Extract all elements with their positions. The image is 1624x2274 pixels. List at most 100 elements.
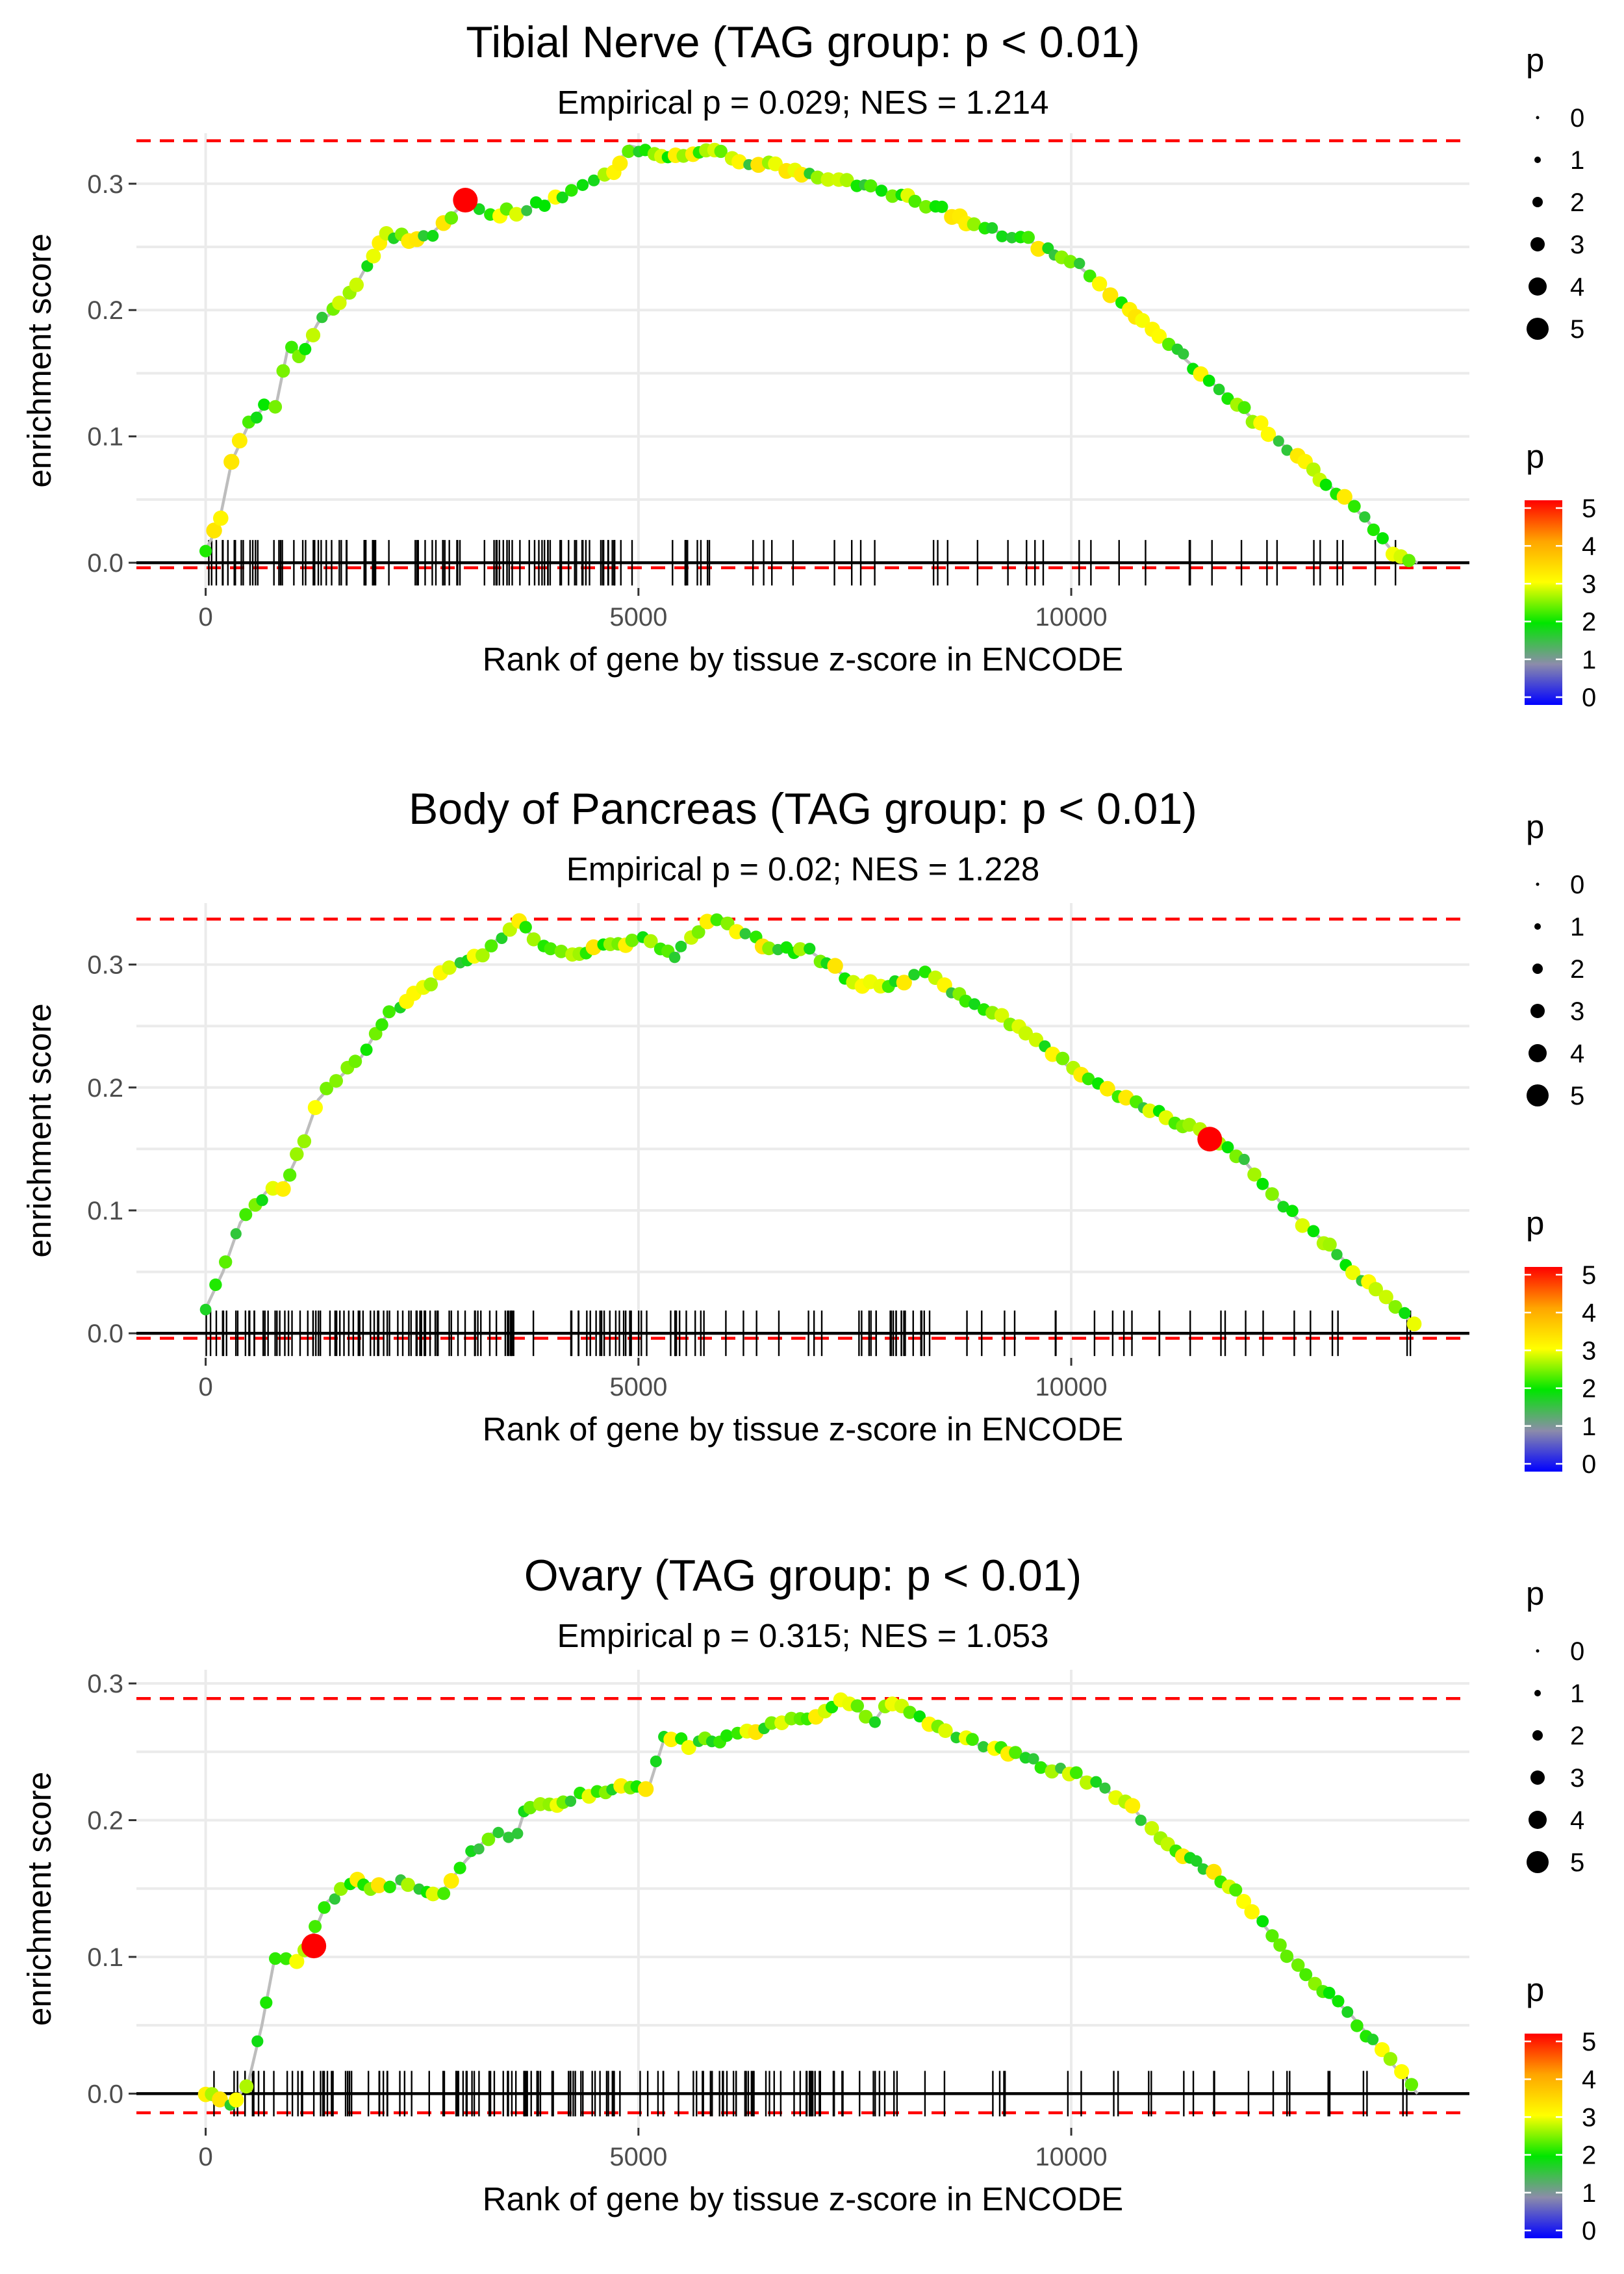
size-legend-label: 1 <box>1570 913 1584 941</box>
es-point <box>1348 500 1361 513</box>
es-point <box>297 1134 312 1149</box>
es-point <box>720 1729 733 1742</box>
es-point <box>804 943 816 955</box>
es-point <box>966 1733 979 1746</box>
size-legend-dot <box>1527 318 1549 340</box>
es-point <box>230 1228 242 1240</box>
es-point <box>1244 1904 1260 1920</box>
size-legend-label: 0 <box>1570 871 1584 899</box>
x-axis-title: Rank of gene by tissue z-score in ENCODE <box>483 2180 1123 2217</box>
es-point <box>1083 269 1097 283</box>
es-point <box>588 174 600 186</box>
es-point <box>1402 554 1415 567</box>
size-legend-label: 5 <box>1570 315 1584 344</box>
color-legend-label: 5 <box>1582 1261 1596 1290</box>
es-point <box>913 1710 926 1723</box>
y-tick-label: 0.3 <box>87 1670 123 1698</box>
es-point <box>1080 1775 1094 1790</box>
size-legend-dot <box>1530 237 1545 251</box>
color-legend-title: p <box>1526 1205 1544 1242</box>
color-legend-bar <box>1525 500 1562 705</box>
size-legend-label: 0 <box>1570 104 1584 133</box>
color-legend-label: 0 <box>1582 1450 1596 1479</box>
es-point <box>443 1872 459 1889</box>
es-points <box>199 142 1415 567</box>
es-point <box>231 433 247 449</box>
size-legend-label: 2 <box>1570 1722 1584 1750</box>
color-legend-bar <box>1525 1267 1562 1472</box>
y-tick-label: 0.0 <box>87 2080 123 2108</box>
panel-3: Ovary (TAG group: p < 0.01) Empirical p =… <box>21 1551 1596 2245</box>
es-point <box>1336 489 1352 505</box>
size-legend-dot <box>1534 1690 1541 1696</box>
es-point <box>1028 1753 1039 1765</box>
es-point <box>1375 2042 1390 2058</box>
es-point <box>427 229 439 242</box>
es-point <box>375 1018 388 1031</box>
es-point <box>349 277 364 292</box>
es-point <box>260 1996 273 2009</box>
es-point <box>1299 1968 1313 1982</box>
es-point <box>1256 1915 1269 1928</box>
es-point <box>691 925 705 939</box>
es-point <box>1030 240 1047 257</box>
es-point <box>903 1706 917 1719</box>
color-legend-label: 2 <box>1582 608 1596 637</box>
es-point <box>622 144 635 159</box>
color-legend-label: 4 <box>1582 2065 1596 2094</box>
es-point <box>663 1731 679 1748</box>
size-legend-label: 4 <box>1570 273 1584 301</box>
es-point <box>839 173 854 188</box>
y-tick-label: 0.2 <box>87 1806 123 1835</box>
size-legend-title: p <box>1526 1575 1544 1612</box>
es-point <box>1063 255 1078 269</box>
es-point <box>289 1954 305 1969</box>
x-axis-title: Rank of gene by tissue z-score in ENCODE <box>483 641 1123 678</box>
es-point <box>307 1100 323 1116</box>
es-point <box>986 222 998 234</box>
es-point <box>1368 1282 1383 1297</box>
es-point <box>1265 1187 1279 1201</box>
es-point <box>1280 1949 1294 1963</box>
es-point <box>1273 1938 1287 1952</box>
size-legend-dot <box>1527 1084 1549 1106</box>
es-point <box>332 296 347 311</box>
es-point <box>476 948 490 963</box>
color-legend-label: 3 <box>1582 570 1596 598</box>
es-point <box>875 185 888 197</box>
es-point <box>276 364 290 378</box>
es-point <box>1306 462 1321 477</box>
y-tick-label: 0.1 <box>87 1197 123 1225</box>
es-point <box>1229 1883 1243 1897</box>
es-point <box>1277 1201 1289 1213</box>
size-legend-label: 3 <box>1570 231 1584 259</box>
es-point <box>1190 1855 1202 1867</box>
x-tick-label: 10000 <box>1035 2143 1107 2171</box>
x-tick-label: 10000 <box>1035 603 1107 632</box>
size-legend-label: 1 <box>1570 1680 1584 1708</box>
es-point <box>1295 1218 1310 1233</box>
x-tick-label: 0 <box>198 2143 212 2171</box>
es-point <box>681 1740 696 1756</box>
es-point <box>637 1781 654 1797</box>
chart-subtitle: Empirical p = 0.315; NES = 1.053 <box>557 1617 1049 1654</box>
es-point <box>1319 478 1332 491</box>
es-point <box>1018 1026 1033 1041</box>
es-point <box>1383 2052 1398 2066</box>
es-point <box>383 1880 396 1893</box>
color-legend-label: 5 <box>1582 2028 1596 2056</box>
color-legend-bar <box>1525 2034 1562 2238</box>
es-point <box>1090 1776 1102 1788</box>
es-point <box>969 998 981 1010</box>
y-tick-label: 0.1 <box>87 1943 123 1972</box>
es-point <box>1359 511 1371 523</box>
panel-1: Tibial Nerve (TAG group: p < 0.01) Empiri… <box>21 18 1596 712</box>
color-legend-label: 0 <box>1582 683 1596 712</box>
es-point <box>1399 1307 1411 1320</box>
chart-subtitle: Empirical p = 0.02; NES = 1.228 <box>566 850 1040 888</box>
size-legend-dot <box>1536 1649 1540 1653</box>
es-point <box>442 960 457 975</box>
es-point <box>556 191 568 203</box>
es-point <box>1404 2078 1419 2091</box>
size-legend-dot <box>1532 1730 1543 1741</box>
